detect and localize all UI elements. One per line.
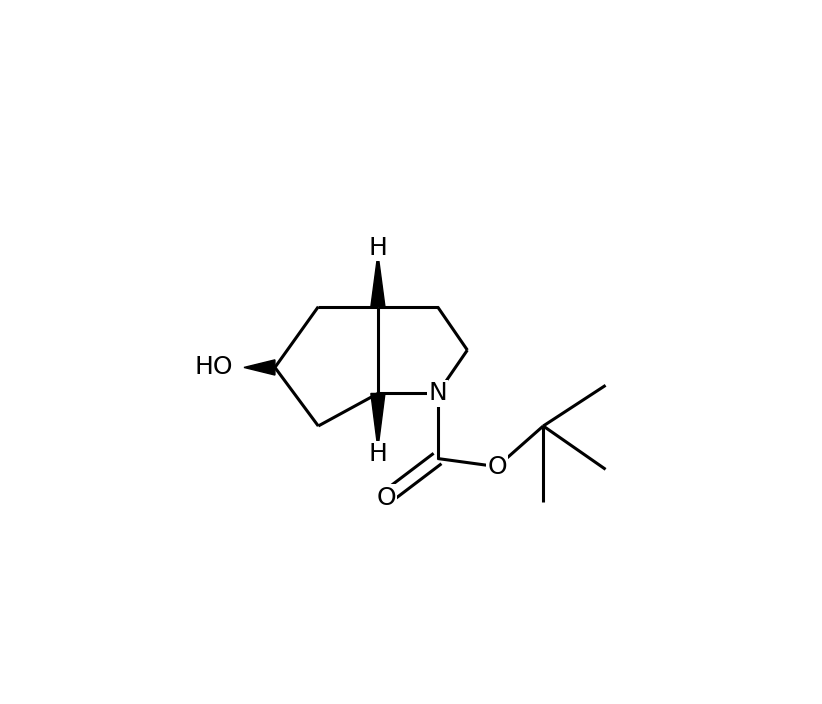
Text: H: H (368, 442, 387, 466)
Polygon shape (244, 360, 275, 375)
Text: N: N (428, 382, 447, 406)
Text: H: H (368, 236, 387, 260)
Text: HO: HO (195, 356, 233, 379)
Text: O: O (487, 455, 507, 479)
Text: O: O (376, 486, 396, 510)
Polygon shape (371, 394, 385, 448)
Polygon shape (371, 253, 385, 307)
